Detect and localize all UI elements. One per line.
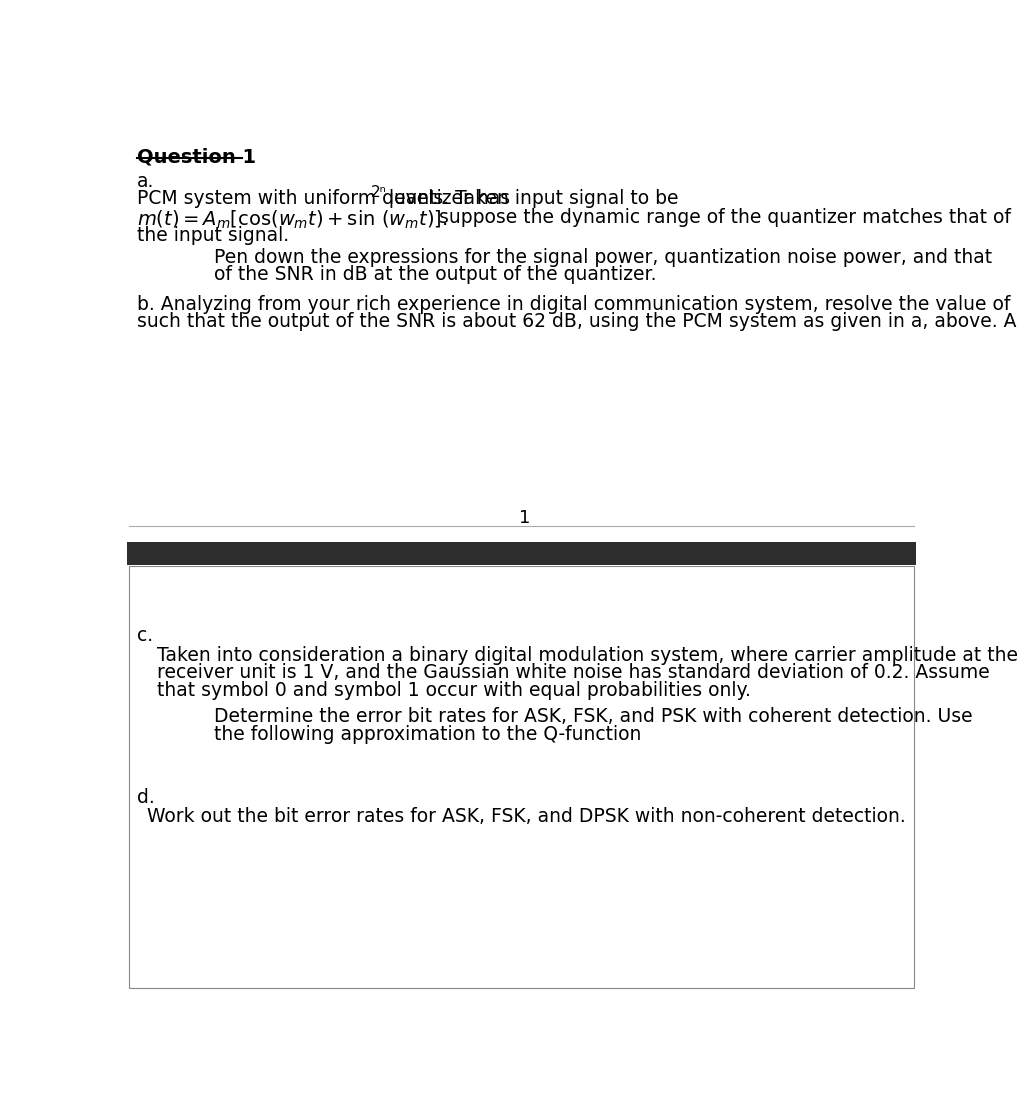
Text: suppose the dynamic range of the quantizer matches that of: suppose the dynamic range of the quantiz… bbox=[433, 208, 1011, 227]
Text: of the SNR in dB at the output of the quantizer.: of the SNR in dB at the output of the qu… bbox=[214, 265, 657, 284]
Text: d.: d. bbox=[136, 789, 155, 808]
Text: b. Analyzing from your rich experience in digital communication system, resolve : b. Analyzing from your rich experience i… bbox=[136, 295, 1018, 314]
Text: $m(t) = A_m[\cos(w_m t) + \sin\,(w_m t)].$: $m(t) = A_m[\cos(w_m t) + \sin\,(w_m t)]… bbox=[136, 208, 447, 231]
Text: receiver unit is 1 V, and the Gaussian white noise has standard deviation of 0.2: receiver unit is 1 V, and the Gaussian w… bbox=[157, 664, 989, 683]
Text: 1: 1 bbox=[518, 509, 530, 527]
Text: the input signal.: the input signal. bbox=[136, 226, 289, 245]
Text: c.: c. bbox=[136, 626, 153, 645]
Text: such that the output of the SNR is about 62 dB, using the PCM system as given in: such that the output of the SNR is about… bbox=[136, 312, 1018, 331]
Text: Work out the bit error rates for ASK, FSK, and DPSK with non-coherent detection.: Work out the bit error rates for ASK, FS… bbox=[147, 808, 905, 827]
Text: 2ⁿ: 2ⁿ bbox=[371, 185, 387, 201]
Bar bbox=[127, 541, 916, 565]
Text: Pen down the expressions for the signal power, quantization noise power, and tha: Pen down the expressions for the signal … bbox=[214, 247, 993, 266]
Bar bbox=[129, 566, 914, 988]
Text: Determine the error bit rates for ASK, FSK, and PSK with coherent detection. Use: Determine the error bit rates for ASK, F… bbox=[214, 707, 972, 726]
Text: the following approximation to the Q-function: the following approximation to the Q-fun… bbox=[214, 725, 641, 744]
Text: a.: a. bbox=[136, 173, 154, 192]
Text: Taken into consideration a binary digital modulation system, where carrier ampli: Taken into consideration a binary digita… bbox=[157, 646, 1018, 665]
Text: PCM system with uniform quantizer has: PCM system with uniform quantizer has bbox=[136, 189, 516, 208]
Text: that symbol 0 and symbol 1 occur with equal probabilities only.: that symbol 0 and symbol 1 occur with eq… bbox=[157, 681, 750, 701]
Text: levels. Taken input signal to be: levels. Taken input signal to be bbox=[383, 189, 679, 208]
Text: Question 1: Question 1 bbox=[136, 147, 256, 166]
